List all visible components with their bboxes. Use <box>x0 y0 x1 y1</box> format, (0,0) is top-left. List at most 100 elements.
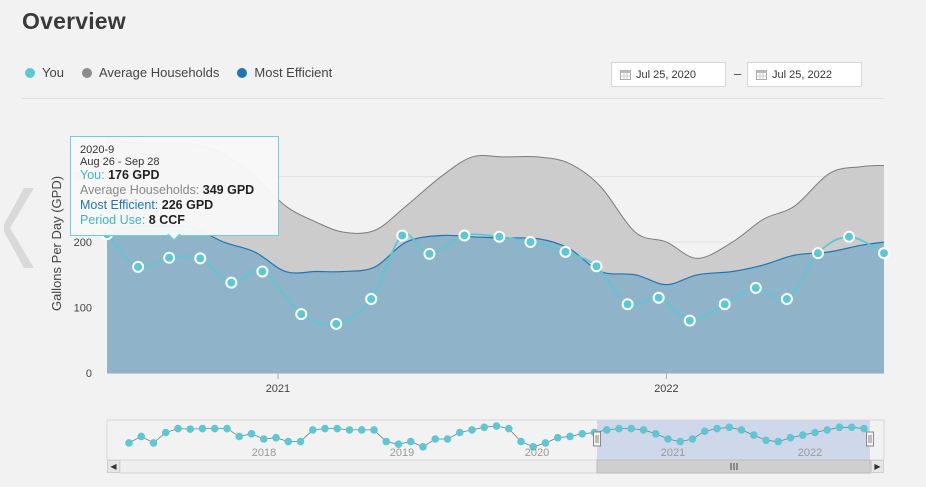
data-point-you <box>811 247 824 260</box>
series-points <box>101 228 890 330</box>
legend-dot-efficient <box>237 67 248 78</box>
legend-item-you[interactable]: You <box>25 65 64 80</box>
navigator-point <box>321 424 329 433</box>
x-tick-label: 2022 <box>654 383 678 395</box>
end-date-value: Jul 25, 2022 <box>772 68 832 81</box>
tooltip-eff-value: 226 GPD <box>161 198 214 212</box>
navigator[interactable]: 2018 2019 2020 2021 2022 <box>106 419 885 474</box>
navigator-point <box>419 443 427 451</box>
tooltip-avg-label: Average Households: <box>80 183 200 197</box>
data-point-you <box>559 245 572 258</box>
navigator-point <box>541 439 550 447</box>
navigator-point <box>247 430 256 438</box>
navigator-point <box>394 440 403 449</box>
navigator-handle[interactable] <box>866 431 874 447</box>
navigator-point <box>223 424 231 433</box>
tooltip-dates: Aug 26 - Sep 28 <box>80 156 160 168</box>
legend-item-average-households[interactable]: Average Households <box>81 65 220 80</box>
navigator-point <box>553 433 562 442</box>
navigator-point <box>480 423 489 432</box>
navigator-handle[interactable] <box>593 431 601 447</box>
navigator-point <box>823 426 832 434</box>
scroll-right-button[interactable]: ▶ <box>871 460 884 473</box>
legend-label-you: You <box>42 65 64 80</box>
data-point-you <box>524 236 537 249</box>
y-tick-label: 200 <box>74 237 92 249</box>
tooltip-you-value: 176 GPD <box>108 168 160 182</box>
navigator-point <box>186 425 195 433</box>
navigator-point <box>272 433 280 442</box>
data-point-you <box>652 291 665 304</box>
legend-label-efficient: Most Efficient <box>254 65 333 80</box>
legend-dot-average <box>81 67 92 78</box>
navigator-year-label: 2021 <box>661 447 685 459</box>
legend-label-average: Average Households <box>98 65 220 80</box>
data-point-you <box>256 265 269 278</box>
navigator-point <box>529 443 538 451</box>
calendar-icon <box>756 70 767 80</box>
navigator-point <box>235 432 244 441</box>
tooltip-avg-value: 349 GPD <box>202 183 255 197</box>
navigator-point <box>345 426 354 434</box>
data-tooltip: 2020-9 Aug 26 - Sep 28 You: 176 GPD Aver… <box>70 136 279 236</box>
navigator-point <box>615 424 623 433</box>
tooltip-use-value: 8 CCF <box>148 213 185 227</box>
data-point-you <box>396 229 409 242</box>
navigator-point <box>627 424 636 433</box>
tooltip-eff-row: Most Efficient: 226 GPD <box>80 198 269 213</box>
navigator-year-label: 2018 <box>252 447 276 459</box>
data-point-you <box>493 230 506 243</box>
y-tick-label: 100 <box>74 303 92 315</box>
legend-item-most-efficient[interactable]: Most Efficient <box>237 65 332 80</box>
page-title: Overview <box>22 8 126 34</box>
navigator-point <box>688 435 697 443</box>
navigator-point <box>774 437 783 446</box>
scroll-left-button[interactable]: ◀ <box>107 460 120 473</box>
data-point-you <box>780 293 793 306</box>
tooltip-avg-row: Average Households: 349 GPD <box>80 183 269 198</box>
navigator-point <box>125 439 133 447</box>
navigator-selection <box>597 420 870 460</box>
navigator-point <box>149 439 158 447</box>
start-date-field[interactable]: Jul 25, 2020 <box>611 62 726 87</box>
navigator-point <box>198 424 207 433</box>
navigator-point <box>174 424 182 433</box>
navigator-point <box>443 435 452 443</box>
navigator-point <box>835 423 844 432</box>
navigator-point <box>762 436 770 445</box>
navigator-year-label: 2020 <box>525 447 549 459</box>
end-date-field[interactable]: Jul 25, 2022 <box>747 62 862 87</box>
data-point-you <box>843 230 856 243</box>
navigator-point <box>296 437 305 446</box>
navigator-point <box>725 423 734 432</box>
x-tick-label: 2021 <box>266 383 290 395</box>
tooltip-eff-label: Most Efficient: <box>80 198 159 212</box>
data-point-you <box>458 229 471 242</box>
data-point-you <box>749 281 762 294</box>
data-point-you <box>225 276 238 289</box>
date-range-separator: – <box>734 66 742 81</box>
navigator-point <box>700 427 709 436</box>
data-point-you <box>194 252 207 265</box>
navigator-point <box>639 426 648 434</box>
navigator-point <box>676 437 685 446</box>
navigator-point <box>811 428 819 437</box>
data-point-you <box>621 298 634 311</box>
navigator-point <box>357 426 366 434</box>
start-date-value: Jul 25, 2020 <box>636 68 696 81</box>
navigator-point <box>602 426 611 434</box>
navigator-point <box>431 435 440 443</box>
tooltip-period: 2020-9 <box>80 144 115 156</box>
tooltip-you-row: You: 176 GPD <box>80 168 269 183</box>
navigator-point <box>308 426 317 434</box>
chevron-left-icon[interactable] <box>4 188 40 268</box>
navigator-point <box>651 430 660 438</box>
navigator-point <box>713 424 721 433</box>
data-point-you <box>683 314 696 327</box>
y-axis-title: Gallons Per Day (GPD) <box>49 176 64 311</box>
data-point-you <box>295 308 308 321</box>
legend-dot-you <box>25 67 35 78</box>
navigator-point <box>737 426 746 434</box>
navigator-point <box>468 426 476 434</box>
